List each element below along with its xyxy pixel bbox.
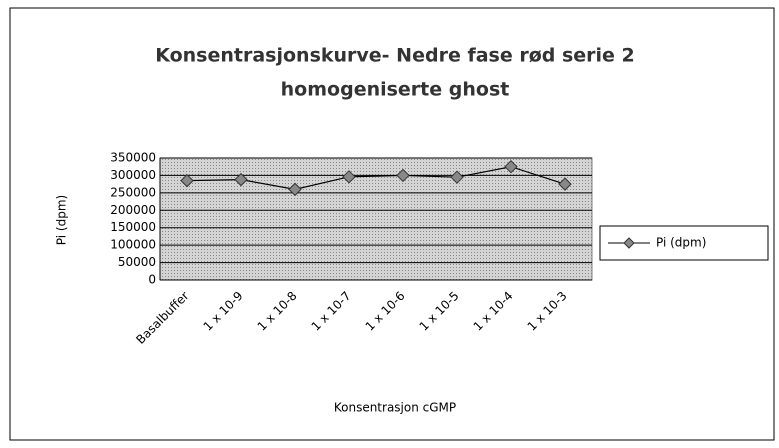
y-tick-label: 200000 [110, 203, 156, 217]
data-point [558, 177, 572, 191]
data-point [450, 170, 464, 184]
chart-title-line2: homogeniserte ghost [281, 79, 510, 101]
legend-marker [623, 237, 635, 249]
y-tick-label: 0 [148, 273, 156, 287]
y-tick-label: 50000 [118, 255, 156, 269]
x-axis-label: Konsentrasjon cGMP [334, 401, 456, 415]
y-tick-label: 100000 [110, 238, 156, 252]
y-tick-label: 350000 [110, 151, 156, 165]
data-point [396, 168, 410, 183]
data-point [342, 170, 356, 184]
chart-title: Konsentrasjonskurve- Nedre fase rød seri… [155, 45, 635, 67]
data-point [288, 182, 302, 197]
y-tick-label: 250000 [110, 185, 156, 199]
y-tick-label: 300000 [110, 168, 156, 182]
y-tick-label: 150000 [110, 220, 156, 234]
y-axis-label: Pi (dpm) [55, 195, 69, 245]
data-point [234, 172, 248, 187]
plot-area [159, 157, 593, 281]
series-line [186, 166, 566, 190]
data-point [504, 160, 518, 174]
data-point [180, 173, 194, 188]
legend-label: Pi (dpm) [656, 236, 706, 250]
